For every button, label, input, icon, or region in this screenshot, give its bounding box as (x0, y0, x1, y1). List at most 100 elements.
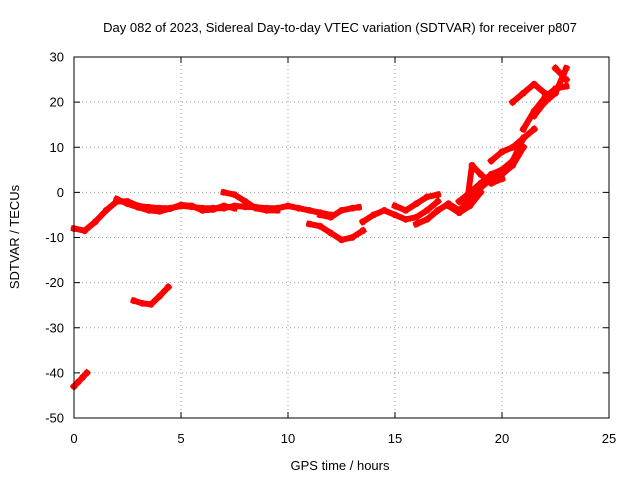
data-point (402, 216, 410, 223)
y-axis-ticks: -50 -40 -30 -20 -10 0 10 20 30 (45, 50, 609, 426)
data-point (509, 98, 517, 106)
data-point (359, 218, 367, 226)
series-arc-13to17h (358, 197, 443, 226)
data-point (231, 204, 238, 212)
chart-title: Day 082 of 2023, Sidereal Day-to-day VTE… (103, 20, 577, 35)
data-point (434, 207, 442, 214)
data-point (541, 89, 549, 97)
data-point (455, 207, 463, 214)
data-point (562, 76, 570, 83)
data-point (530, 125, 538, 133)
data-point (316, 211, 324, 219)
data-point (177, 201, 185, 209)
data-point (156, 292, 164, 300)
data-point (81, 227, 89, 235)
data-point (541, 98, 549, 106)
data-point (520, 125, 527, 133)
data-point (530, 112, 538, 120)
y-tick-label: -30 (45, 320, 64, 335)
y-tick-label: 0 (57, 185, 64, 200)
data-point (83, 369, 91, 377)
data-point (423, 207, 431, 214)
data-point (124, 200, 131, 208)
x-axis-ticks: 0 5 10 15 20 25 (70, 57, 616, 446)
data-point (487, 179, 495, 187)
data-point (562, 82, 570, 90)
data-point (434, 198, 442, 205)
data-point (209, 206, 217, 213)
data-point (487, 157, 495, 165)
data-point (477, 170, 484, 178)
data-point (145, 207, 153, 214)
data-point (413, 220, 420, 228)
data-point (113, 195, 121, 203)
series-track (444, 188, 485, 216)
data-point (348, 234, 356, 241)
data-point (520, 89, 527, 97)
data-point (498, 175, 506, 183)
series-track (508, 81, 550, 107)
data-point (188, 202, 196, 210)
data-point (147, 300, 155, 308)
y-tick-label: -20 (45, 275, 64, 290)
data-point (370, 211, 377, 219)
data-point (498, 148, 506, 156)
series-arc-peak-d (551, 64, 571, 84)
y-tick-label: -50 (45, 411, 64, 426)
data-point (423, 193, 431, 201)
data-point (263, 207, 270, 214)
series-arc-rise-d (487, 124, 539, 166)
data-point (316, 222, 324, 230)
data-point (241, 198, 249, 205)
y-axis-label: SDTVAR / TECUs (7, 184, 22, 289)
y-tick-label: -10 (45, 230, 64, 245)
data-point (509, 143, 517, 151)
x-tick-label: 10 (281, 431, 295, 446)
data-point (391, 211, 399, 219)
data-point (509, 157, 517, 165)
series-arc-12to13h (316, 203, 362, 221)
data-point (355, 203, 362, 211)
data-point (74, 378, 82, 386)
data-point (498, 166, 506, 174)
series-arc-peak-c (508, 80, 550, 107)
data-point (220, 189, 228, 196)
x-tick-label: 25 (602, 431, 616, 446)
grid (74, 57, 609, 418)
data-series (69, 64, 571, 391)
data-point (252, 204, 260, 212)
data-point (220, 202, 228, 210)
data-point (402, 207, 410, 214)
data-point (92, 218, 99, 226)
data-point (156, 207, 164, 215)
series-track (529, 64, 571, 120)
y-tick-label: 10 (50, 140, 64, 155)
series-arc-bump-7h (220, 188, 281, 214)
data-point (338, 207, 345, 214)
data-point (102, 207, 110, 214)
data-point (520, 134, 527, 142)
data-point (327, 229, 335, 237)
data-point (231, 191, 238, 199)
data-point (477, 179, 484, 187)
data-point (199, 207, 206, 214)
data-point (423, 216, 431, 223)
data-point (284, 202, 292, 210)
data-point (306, 207, 313, 214)
series-arc-15to17h (391, 191, 442, 214)
series-arc-rise-c (464, 161, 506, 201)
data-point (562, 64, 570, 72)
data-point (166, 205, 174, 213)
data-point (338, 236, 345, 244)
data-point (130, 297, 138, 305)
data-point (164, 283, 172, 291)
series-arc-main-b (112, 195, 239, 215)
x-tick-label: 5 (177, 431, 184, 446)
x-tick-label: 15 (388, 431, 402, 446)
data-point (445, 202, 452, 210)
x-tick-label: 20 (495, 431, 509, 446)
data-point (273, 207, 281, 214)
y-tick-label: 30 (50, 50, 64, 65)
series-arc-mid-dip (130, 282, 173, 308)
